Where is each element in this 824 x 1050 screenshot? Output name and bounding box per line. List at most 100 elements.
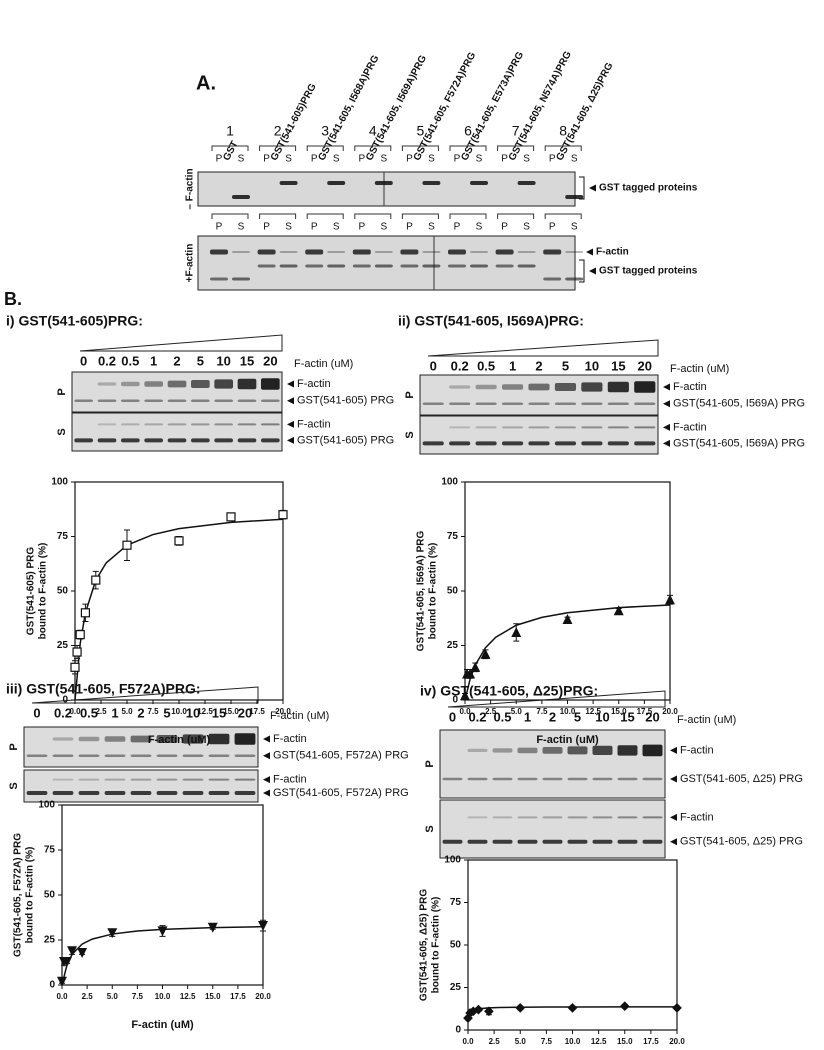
gel-band xyxy=(167,438,187,443)
concentration-wedge xyxy=(427,339,659,357)
subpanel-title: iv) GST(541-605, Δ25)PRG: xyxy=(420,683,598,699)
gel-band xyxy=(607,381,629,393)
gel-band xyxy=(528,441,550,446)
y-tick-label: 0 xyxy=(49,980,55,991)
lane-bracket xyxy=(259,145,297,151)
gel-band xyxy=(214,399,233,403)
x-tick-label: 0.0 xyxy=(462,1037,474,1046)
gel-band xyxy=(400,249,419,255)
lane-bracket xyxy=(544,145,582,151)
x-tick-label: 12.5 xyxy=(591,1037,607,1046)
lane-sub: S xyxy=(428,222,435,233)
data-point xyxy=(207,922,218,933)
y-tick-label: 50 xyxy=(44,890,56,901)
row-label: S xyxy=(8,782,20,789)
gel-band xyxy=(517,181,536,185)
lane-bracket xyxy=(211,145,249,151)
lane-bracket xyxy=(449,145,487,151)
gel-band xyxy=(261,423,280,426)
concentration: 0.5 xyxy=(493,709,511,724)
data-point xyxy=(62,956,72,967)
y-tick-label: 75 xyxy=(57,531,69,542)
gel-band xyxy=(567,777,588,781)
arrowhead xyxy=(670,746,677,754)
arrowhead xyxy=(263,776,270,784)
gel-band xyxy=(467,777,488,781)
gel-band xyxy=(237,378,257,390)
lane-sub: S xyxy=(238,222,245,233)
gel-band xyxy=(208,778,230,781)
gel-band xyxy=(400,264,419,268)
lane-bracket xyxy=(497,213,535,219)
lane-number: 5 xyxy=(417,123,425,139)
band-label: GST(541-605, I569A) PRG xyxy=(673,437,805,449)
gel-band xyxy=(642,777,663,781)
lane-bracket xyxy=(401,213,439,219)
lane-number: 7 xyxy=(512,123,520,139)
concentration: 0.2 xyxy=(451,358,469,373)
gel-band xyxy=(467,839,488,844)
gel xyxy=(71,412,283,452)
y-tick-label: 25 xyxy=(447,640,459,651)
data-point xyxy=(157,926,168,937)
gel-band xyxy=(517,839,538,844)
gel-band xyxy=(554,441,577,446)
gel-band xyxy=(130,791,152,796)
gel-band xyxy=(279,181,298,185)
gel-band xyxy=(422,441,444,446)
gel-band xyxy=(237,399,257,403)
gel-band xyxy=(567,816,588,819)
gel-band xyxy=(234,791,256,796)
gel-band xyxy=(642,816,663,819)
gel-band xyxy=(234,754,256,758)
gel-band xyxy=(470,181,488,185)
gel-band xyxy=(261,438,280,443)
lane-sub: P xyxy=(311,222,318,233)
y-tick-label: 0 xyxy=(452,695,458,706)
gel-band xyxy=(144,399,163,403)
concentration: 20 xyxy=(263,353,277,368)
gel-band xyxy=(374,264,393,268)
gel-band xyxy=(191,423,210,426)
concentration-wedge xyxy=(447,690,666,708)
data-point xyxy=(80,608,91,618)
gel-band xyxy=(156,735,178,743)
y-tick-label: 0 xyxy=(455,1025,461,1036)
gel-band xyxy=(26,791,48,796)
y-axis-label: bound to F-actin (%) xyxy=(25,847,36,944)
band-label: F-actin xyxy=(297,378,331,390)
gel-band xyxy=(581,402,603,406)
band-label: GST tagged proteins xyxy=(599,266,698,277)
x-tick-label: 17.5 xyxy=(249,707,265,716)
gel-band xyxy=(78,754,100,758)
concentration: 2 xyxy=(137,705,144,720)
lane-sub: P xyxy=(406,154,413,165)
gel-band xyxy=(191,438,210,443)
band-label: F-actin xyxy=(680,744,714,756)
gel-band xyxy=(182,791,204,796)
data-point xyxy=(91,575,101,585)
concentration: 2 xyxy=(535,358,542,373)
lane-bracket xyxy=(354,213,392,219)
gel xyxy=(71,371,283,413)
gel-band xyxy=(501,426,524,429)
lane-sub: P xyxy=(263,222,270,233)
arrowhead xyxy=(586,248,593,256)
data-point xyxy=(484,1006,494,1017)
gel-band xyxy=(156,754,178,758)
gel-band xyxy=(121,438,140,443)
x-tick-label: 5.0 xyxy=(511,707,523,716)
data-point xyxy=(107,928,118,939)
arrowhead xyxy=(663,439,670,447)
gel-band xyxy=(617,777,638,781)
lane-number: 8 xyxy=(559,123,567,139)
x-tick-label: 2.5 xyxy=(82,992,94,1001)
gel-band xyxy=(567,746,588,755)
row-label: P xyxy=(56,388,68,395)
lane-sub: P xyxy=(216,222,223,233)
gel-band xyxy=(214,379,233,389)
gel-band xyxy=(191,380,210,388)
concentration: 20 xyxy=(238,705,252,720)
x-tick-label: 0.0 xyxy=(459,707,471,716)
